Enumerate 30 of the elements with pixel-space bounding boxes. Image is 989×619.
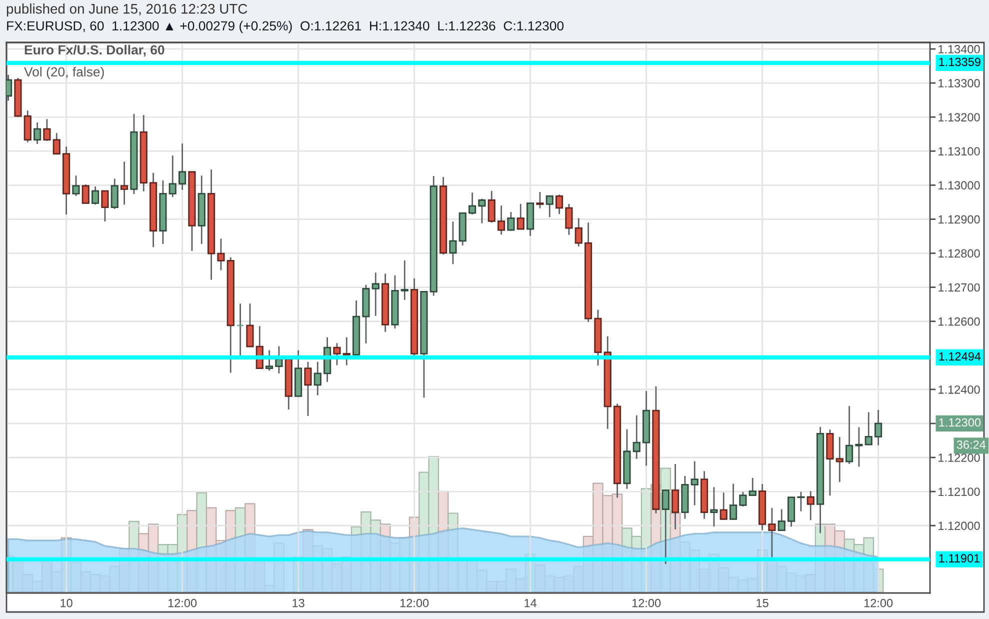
y-tick-label: 1.12200 xyxy=(938,454,980,462)
x-tick-label: 12:00 xyxy=(400,598,429,608)
text: 1.12300 xyxy=(939,418,981,427)
x-tick-label: 13 xyxy=(292,598,304,608)
y-tick-label: 1.13200 xyxy=(938,113,980,122)
y-tick-label: 1.13400 xyxy=(938,45,980,54)
y-tick-label: 1.12900 xyxy=(938,215,980,224)
x-tick-label: 15 xyxy=(756,598,768,608)
x-tick-label: 12:00 xyxy=(864,598,893,608)
x-tick-label: 12:00 xyxy=(168,598,197,608)
x-tick-label: 10 xyxy=(60,598,72,608)
y-tick-label: 1.12700 xyxy=(938,283,980,292)
chart-title: Vol (20, false) xyxy=(24,66,104,80)
chart-title: FX:EURUSD, 60 1.12300 ▲ +0.00279 (+0.25%) O:1.12261 H:1.12340 L:1.12236 C:1.12300 xyxy=(7,20,564,34)
chart-subtitle: published on June 15, 2016 12:23 UTC xyxy=(6,4,248,16)
text: 36:24 xyxy=(956,440,986,449)
y-tick-label: 1.13000 xyxy=(938,181,980,190)
ref-line-label: 1.13359 xyxy=(939,58,980,66)
annotation: Euro Fx/U.S. Dollar, 60 xyxy=(24,44,164,56)
y-tick-label: 1.12800 xyxy=(938,249,980,258)
y-tick-label: 1.12600 xyxy=(938,317,980,326)
ref-line-label: 1.11901 xyxy=(939,554,980,562)
y-tick-label: 1.12100 xyxy=(938,488,980,496)
y-tick-label: 1.12400 xyxy=(938,385,980,394)
y-tick-label: 1.13300 xyxy=(938,79,980,88)
y-tick-label: 1.13100 xyxy=(938,147,980,156)
y-tick-label: 1.12000 xyxy=(938,522,980,530)
x-tick-label: 14 xyxy=(524,598,537,608)
ref-line-label: 1.12494 xyxy=(939,352,981,361)
x-tick-label: 12:00 xyxy=(632,598,661,608)
